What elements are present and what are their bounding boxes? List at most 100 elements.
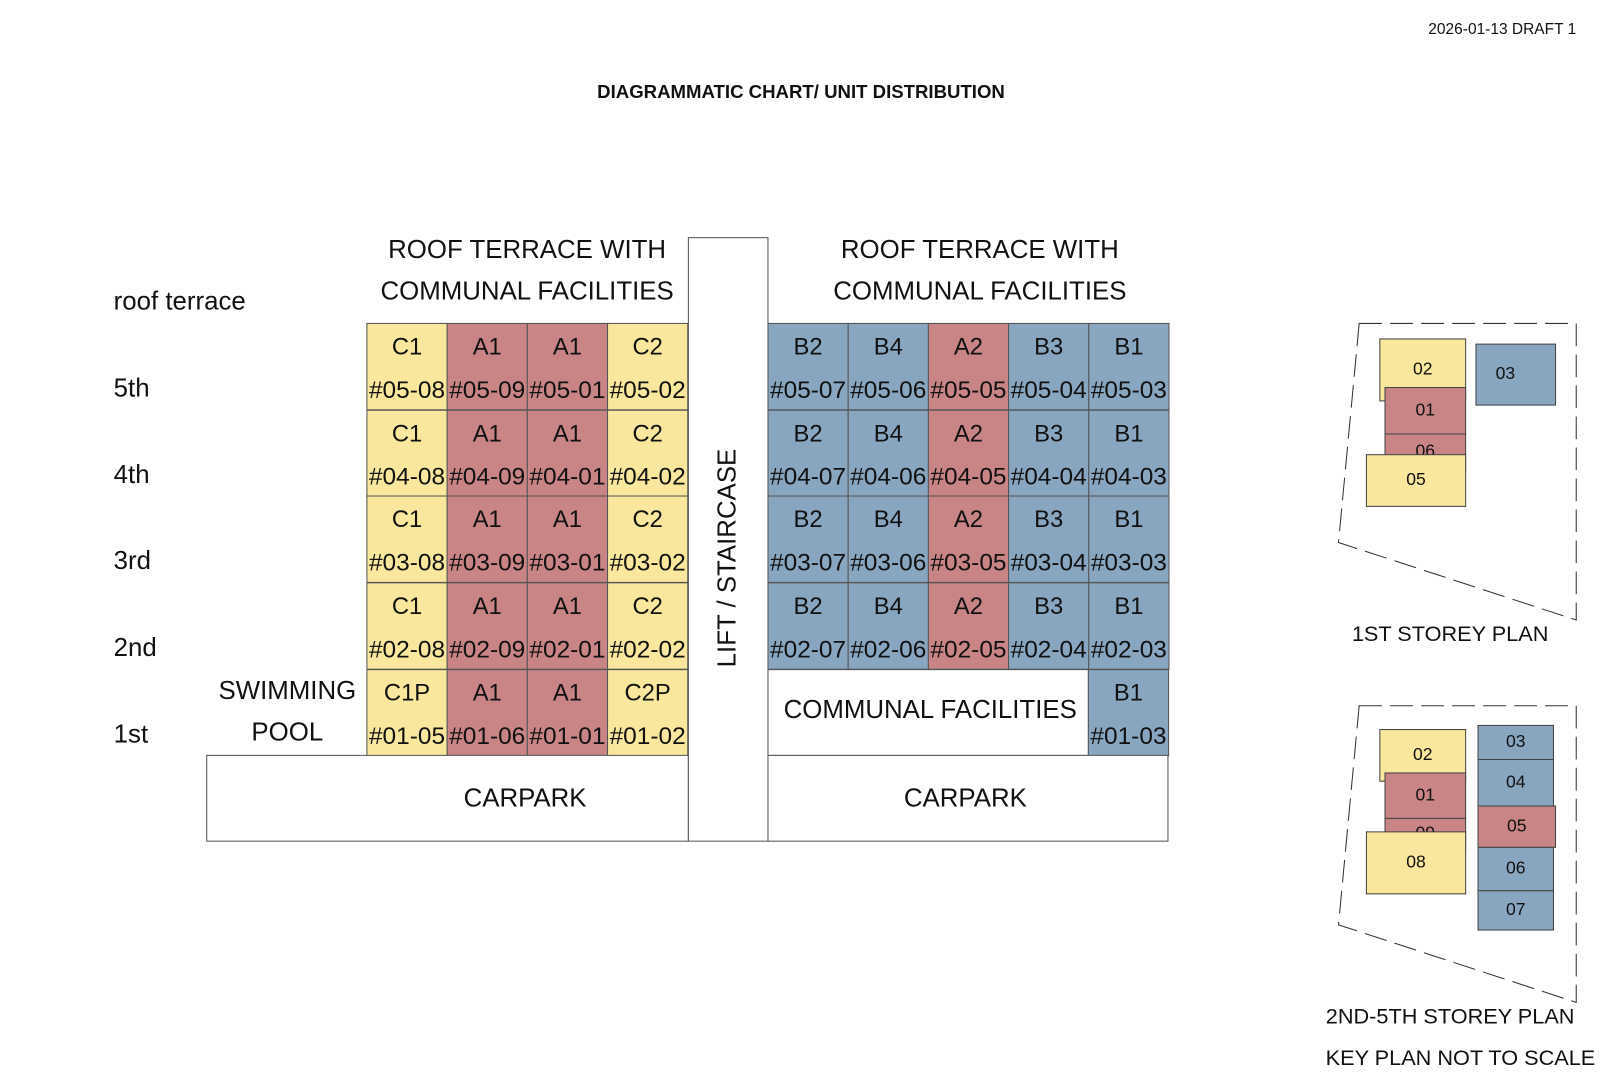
unit-type: C1P <box>384 680 430 707</box>
unit-type: B4 <box>874 593 903 620</box>
unit-cell <box>607 409 689 498</box>
roof-text: COMMUNAL FACILITIES <box>380 277 673 305</box>
floor-label: 2nd <box>114 634 157 662</box>
key-unit-no: 06 <box>1506 858 1526 878</box>
unit-cell <box>927 322 1010 411</box>
unit-number: #02-01 <box>529 636 605 663</box>
unit-cell <box>607 322 689 411</box>
unit-type: C1 <box>392 420 422 447</box>
unit-type: B1 <box>1114 334 1143 361</box>
lift <box>687 237 769 842</box>
key-unit-no: 04 <box>1506 771 1526 791</box>
unit-type: A1 <box>473 420 502 447</box>
unit-type: C1 <box>392 506 422 533</box>
unit-number: #04-03 <box>1091 464 1167 491</box>
unit-type: B3 <box>1034 593 1063 620</box>
unit-type: C2 <box>632 334 662 361</box>
unit-type: A2 <box>954 506 983 533</box>
unit-number: #02-03 <box>1091 636 1167 663</box>
unit-cell <box>607 582 689 670</box>
unit-type: A1 <box>553 506 582 533</box>
key-unit <box>1365 831 1467 895</box>
communal-text: COMMUNAL FACILITIES <box>784 696 1077 724</box>
date: 2026-01-13 DRAFT 1 <box>1428 21 1576 38</box>
key-unit-no: 05 <box>1406 469 1426 489</box>
unit-number: #04-05 <box>930 464 1006 491</box>
unit-type: A1 <box>473 506 502 533</box>
unit-type: A2 <box>954 334 983 361</box>
unit-number: #01-03 <box>1090 723 1166 750</box>
roof-text: COMMUNAL FACILITIES <box>833 277 1126 305</box>
unit-number: #01-01 <box>529 723 605 750</box>
unit-type: B1 <box>1114 506 1143 533</box>
unit-type: A1 <box>553 334 582 361</box>
unit-number: #04-01 <box>529 464 605 491</box>
unit-type: B3 <box>1034 334 1063 361</box>
pool-text: POOL <box>251 719 323 747</box>
unit-cell <box>927 582 1010 670</box>
unit-number: #02-06 <box>850 636 926 663</box>
key-unit-no: 01 <box>1416 784 1436 804</box>
unit-number: #05-06 <box>850 377 926 404</box>
key-unit <box>1477 805 1557 848</box>
unit-number: #01-05 <box>369 723 445 750</box>
unit-number: #05-04 <box>1011 377 1087 404</box>
key-unit-no: 02 <box>1413 359 1433 379</box>
unit-cell <box>767 582 849 670</box>
unit-type: A1 <box>473 593 502 620</box>
floor-label: 3rd <box>114 547 151 575</box>
unit-cell <box>767 495 849 583</box>
unit-type: B3 <box>1034 506 1063 533</box>
key-unit-no: 08 <box>1406 852 1426 872</box>
unit-cell <box>366 582 448 670</box>
unit-number: #05-09 <box>449 377 525 404</box>
unit-type: C2P <box>625 680 671 707</box>
unit-cell <box>1008 582 1090 670</box>
title: DIAGRAMMATIC CHART/ UNIT DISTRIBUTION <box>597 81 1005 102</box>
unit-number: #03-02 <box>610 550 686 577</box>
pool-text: SWIMMING <box>218 677 356 705</box>
unit-number: #04-07 <box>770 464 846 491</box>
unit-type: B4 <box>874 334 903 361</box>
unit-number: #03-04 <box>1011 550 1087 577</box>
unit-cell <box>607 495 689 583</box>
key-unit-no: 02 <box>1413 744 1433 764</box>
unit-cell <box>446 582 528 670</box>
unit-cell <box>607 669 689 757</box>
key-unit <box>1384 772 1467 819</box>
unit-type: B1 <box>1114 593 1143 620</box>
unit-number: #03-08 <box>369 550 445 577</box>
key-plan-label: 2ND-5TH STOREY PLAN <box>1326 1004 1575 1029</box>
lift-text: LIFT / STAIRCASE <box>714 449 742 668</box>
carpark <box>206 754 689 842</box>
unit-number: #02-07 <box>770 636 846 663</box>
key-plan-label: KEY PLAN NOT TO SCALE <box>1326 1045 1596 1070</box>
roof-text: ROOF TERRACE WITH <box>841 236 1119 264</box>
key-unit <box>1365 454 1467 507</box>
unit-type: A1 <box>473 334 502 361</box>
key-unit-no: 05 <box>1507 815 1527 835</box>
unit-number: #04-04 <box>1011 464 1087 491</box>
key-unit-no: 03 <box>1496 363 1516 383</box>
key-unit-no: 01 <box>1416 399 1436 419</box>
unit-number: #02-02 <box>610 636 686 663</box>
site-boundary <box>1337 322 1577 621</box>
unit-cell <box>366 409 448 498</box>
unit-type: C2 <box>632 506 662 533</box>
unit-cell <box>847 582 929 670</box>
unit-type: A1 <box>553 420 582 447</box>
unit-number: #03-05 <box>930 550 1006 577</box>
unit-cell <box>1088 322 1170 411</box>
unit-type: C2 <box>632 420 662 447</box>
key-plan-label: 1ST STOREY PLAN <box>1352 621 1549 646</box>
unit-type: B3 <box>1034 420 1063 447</box>
unit-type: A1 <box>553 680 582 707</box>
key-unit <box>1477 846 1555 892</box>
unit-cell <box>1088 409 1170 498</box>
unit-number: #05-07 <box>770 377 846 404</box>
unit-type: B2 <box>794 334 823 361</box>
unit-number: #04-08 <box>369 464 445 491</box>
floor-label: 4th <box>114 461 150 489</box>
unit-number: #05-08 <box>369 377 445 404</box>
